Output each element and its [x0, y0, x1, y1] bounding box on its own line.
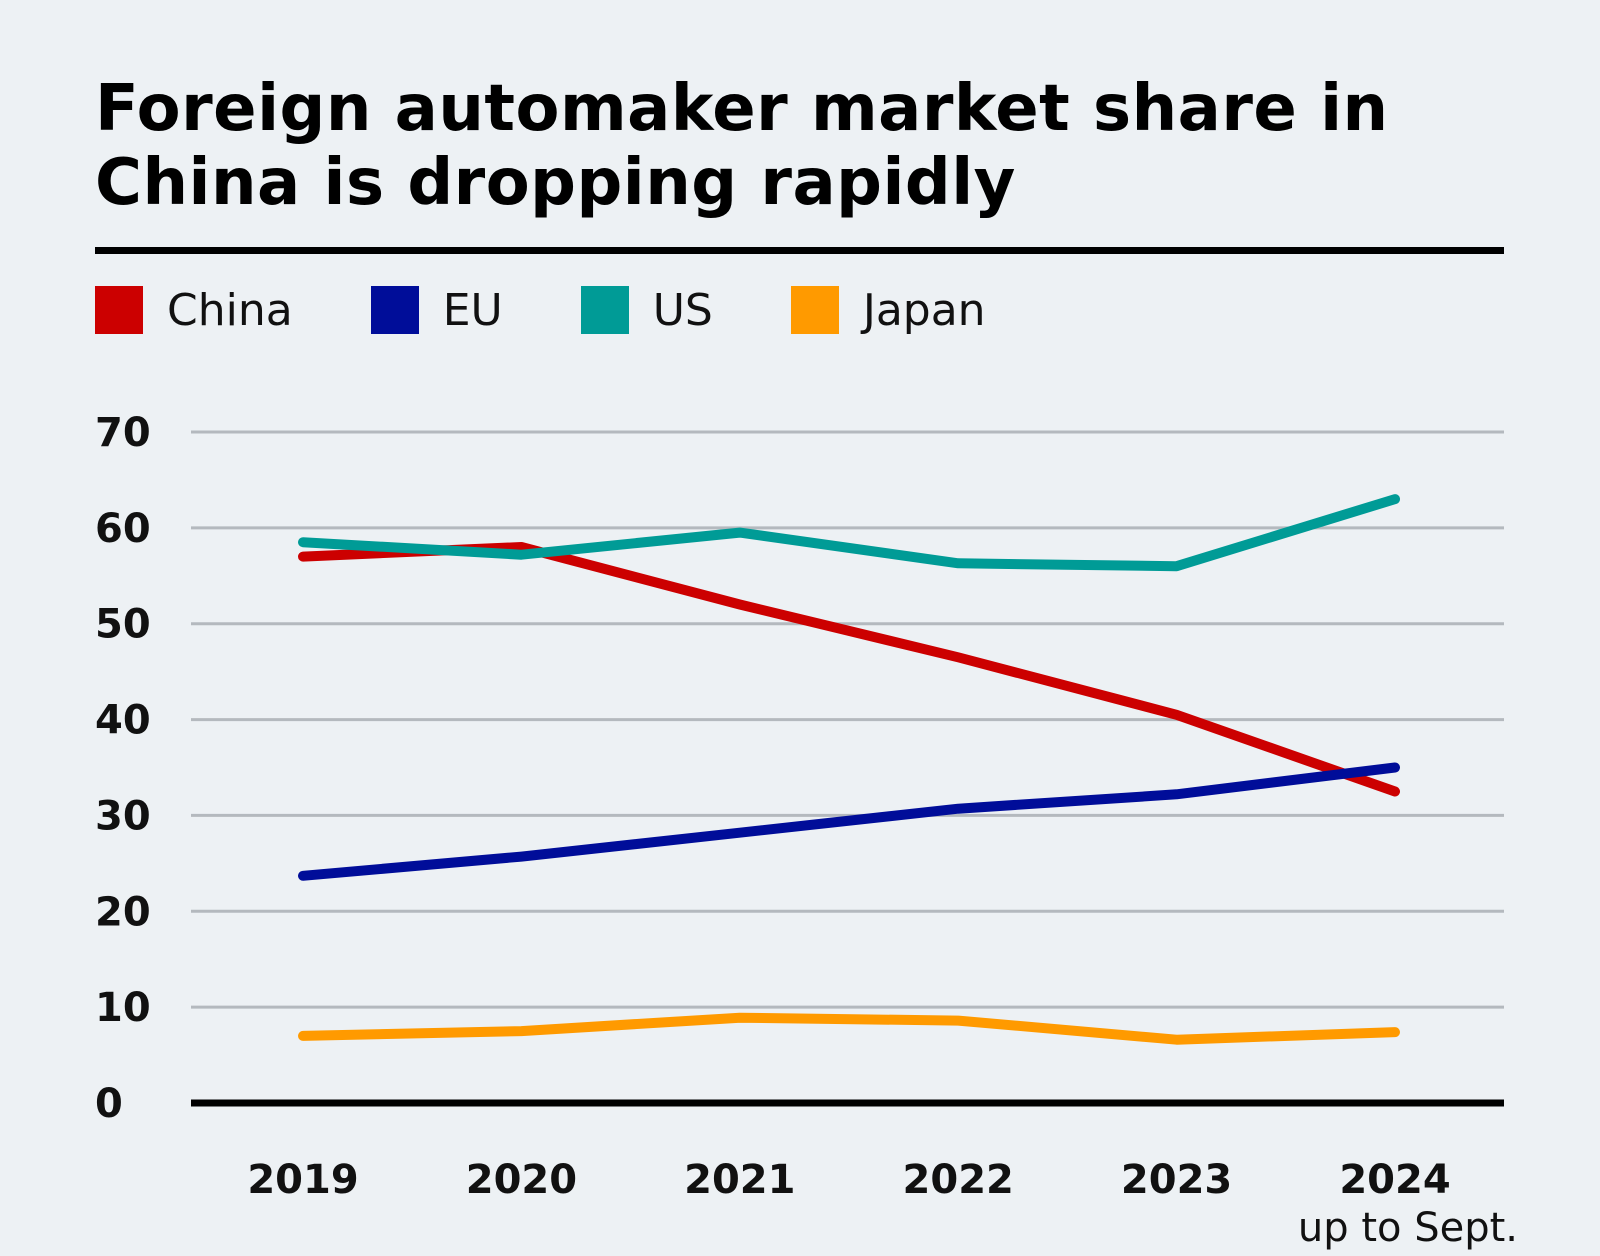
legend-item-us: US [580, 284, 713, 336]
legend-swatch-us [580, 286, 629, 334]
series-line-china [298, 542, 1400, 797]
legend-label-eu: EU [442, 284, 503, 336]
y-tick-label-30: 30 [95, 793, 151, 839]
series-line-eu [298, 762, 1400, 881]
gridlines [191, 430, 1504, 1107]
legend-label-china: China [167, 284, 293, 336]
legend-item-eu: EU [370, 284, 503, 336]
x-tick-note: up to Sept. [1298, 1205, 1518, 1251]
legend-swatch-eu [370, 286, 419, 334]
series-line-us [298, 494, 1400, 572]
legend: China EU US Japan [95, 284, 986, 336]
x-tick-label-2023: 2023 [1121, 1157, 1232, 1203]
y-axis-ticks: 0 10 20 30 40 50 60 70 [95, 410, 151, 1127]
chart-title: Foreign automaker market share in China … [95, 72, 1389, 220]
series-line-japan [298, 1012, 1400, 1045]
title-divider [95, 247, 1504, 254]
x-tick-label-2019: 2019 [247, 1157, 358, 1203]
legend-swatch-japan [790, 286, 839, 334]
y-tick-label-20: 20 [95, 889, 151, 935]
legend-label-japan: Japan [862, 284, 986, 336]
y-tick-label-70: 70 [95, 410, 151, 456]
y-tick-label-0: 0 [95, 1081, 123, 1127]
legend-swatch-china [95, 286, 143, 334]
x-tick-label-2022: 2022 [903, 1157, 1014, 1203]
y-tick-label-60: 60 [95, 506, 151, 552]
y-tick-label-40: 40 [95, 698, 151, 744]
y-tick-label-50: 50 [95, 602, 151, 648]
x-tick-label-2024: 2024 [1339, 1157, 1450, 1203]
x-tick-label-2020: 2020 [466, 1157, 577, 1203]
legend-item-japan: Japan [790, 284, 986, 336]
y-tick-label-10: 10 [95, 985, 151, 1031]
legend-label-us: US [652, 284, 713, 336]
series-lines [298, 494, 1400, 1045]
legend-item-china: China [95, 285, 293, 336]
x-tick-label-2021: 2021 [684, 1157, 795, 1203]
